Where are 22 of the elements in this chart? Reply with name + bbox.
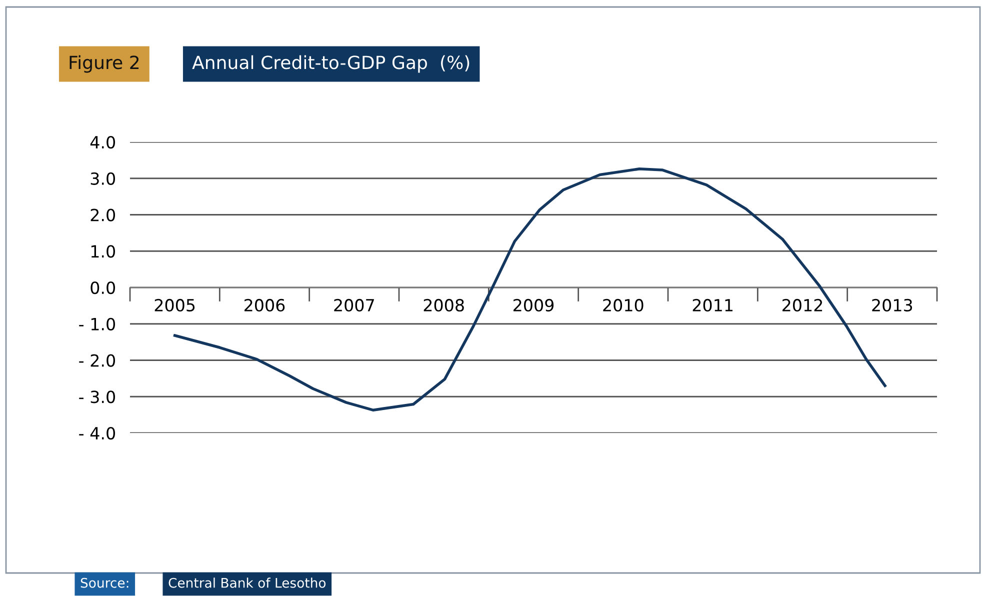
y-tick-label: 3.0 bbox=[90, 172, 116, 185]
x-tick-label: 2010 bbox=[603, 298, 644, 312]
y-tick-label: - 4.0 bbox=[79, 426, 116, 440]
y-tick-label: - 1.0 bbox=[79, 318, 116, 330]
x-tick-label: 2007 bbox=[334, 298, 374, 312]
y-tick-label: - 2.0 bbox=[79, 354, 116, 367]
source-note: Source: bbox=[80, 578, 128, 588]
y-tick-label: 4.0 bbox=[90, 136, 116, 149]
y-tick-label: - 3.0 bbox=[79, 390, 116, 404]
x-tick-label: 2005 bbox=[154, 298, 195, 312]
y-tick-label: 2.0 bbox=[90, 208, 116, 222]
x-tick-label: 2012 bbox=[782, 298, 822, 312]
x-tick-label: 2006 bbox=[244, 298, 285, 312]
x-tick-label: 2009 bbox=[514, 298, 554, 312]
chart-subtitle: Figure 2 bbox=[70, 55, 139, 73]
x-tick-label: 2011 bbox=[692, 298, 732, 312]
y-tick-label: 0.0 bbox=[90, 281, 116, 294]
y-tick-label: 1.0 bbox=[91, 245, 116, 258]
text: Central Bank of Lesotho bbox=[168, 578, 326, 588]
chart-title: Annual Credit-to-GDP Gap (%) bbox=[192, 55, 470, 73]
x-tick-label: 2013 bbox=[872, 298, 912, 312]
x-tick-label: 2008 bbox=[424, 298, 464, 312]
